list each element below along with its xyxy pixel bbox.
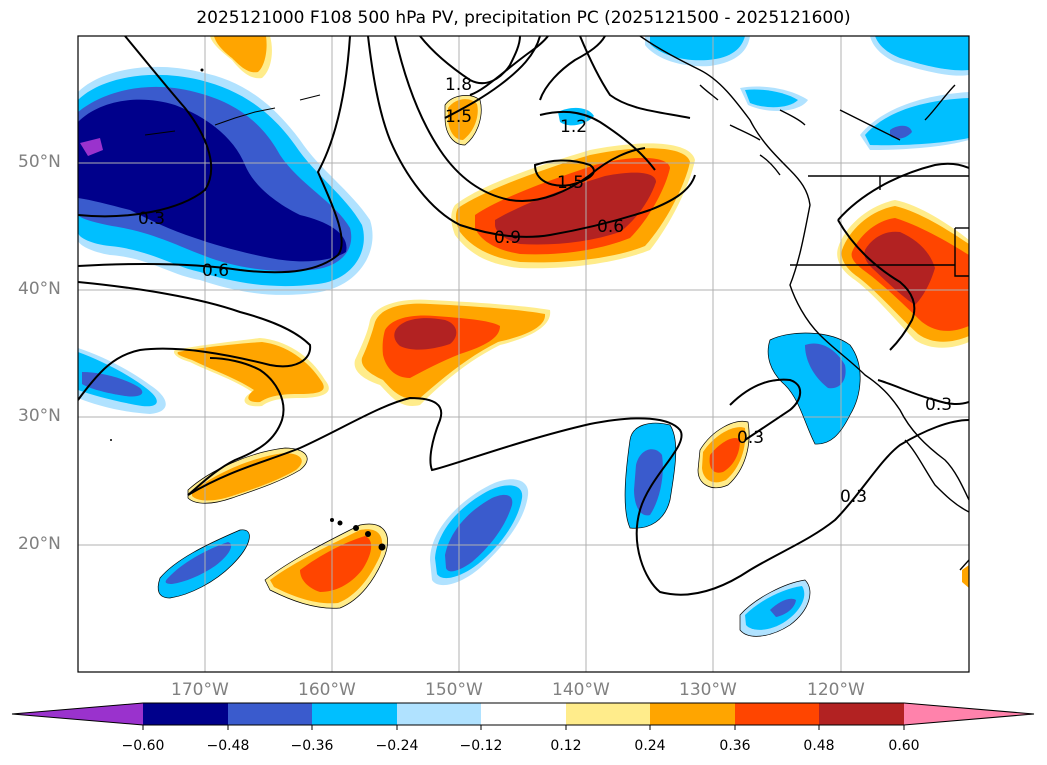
x-tick-label: 160°W (298, 680, 356, 700)
colorbar-tick-label: −0.24 (375, 738, 419, 754)
colorbar-swatch (143, 703, 228, 725)
coastlines (639, 36, 969, 571)
colorbar-tick-label: −0.48 (206, 738, 250, 754)
colorbar-swatch (735, 703, 819, 725)
plot-frame (77, 35, 970, 673)
contour-label: 0.9 (494, 228, 521, 248)
contour-label: 0.6 (597, 217, 624, 237)
y-tick-label: 30°N (18, 406, 61, 426)
colorbar-swatch (312, 703, 397, 725)
colorbar-tick-label: 0.36 (719, 738, 751, 754)
map-plot-area: 1.8 1.5 1.2 1.5 0.9 0.6 0.3 0.6 0.3 0.3 … (78, 36, 969, 672)
colorbar (11, 702, 1035, 730)
negative-anomaly-north-top (558, 36, 969, 150)
colorbar-tick-label: 0.24 (634, 738, 666, 754)
colorbar-swatch (228, 703, 312, 725)
aleutian-islands (144, 94, 321, 136)
contour-label: 0.6 (202, 261, 229, 281)
negative-anomaly-northwest-pacific (78, 66, 373, 295)
colorbar-tick-label: 0.48 (803, 738, 835, 754)
contour-label: 0.3 (737, 428, 764, 448)
pv-contours (78, 36, 969, 596)
colorbar-extend-high (904, 703, 1034, 725)
contour-label: 1.2 (560, 117, 587, 137)
contour-label-group: 1.8 1.5 1.2 1.5 0.9 0.6 0.3 0.6 0.3 0.3 … (138, 75, 952, 507)
negative-anomaly-baja (768, 333, 861, 445)
negative-anomaly-hawaii-west (158, 529, 250, 598)
x-tick-label: 150°W (425, 680, 483, 700)
colorbar-swatch (397, 703, 481, 725)
negative-anomaly-west-edge (78, 348, 166, 414)
negative-anomaly-east-pacific (625, 423, 676, 529)
colorbar-tick-label: 0.60 (888, 738, 920, 754)
positive-anomaly-west-us (837, 200, 969, 348)
colorbar-extend-low (12, 703, 143, 725)
colorbar-tick-label: −0.36 (290, 738, 334, 754)
negative-anomaly-south (740, 580, 810, 637)
colorbar-tick-label: −0.12 (459, 738, 503, 754)
positive-anomaly-central-pacific (354, 299, 551, 406)
colorbar-swatch (819, 703, 904, 725)
positive-anomaly-north-top (210, 36, 969, 588)
positive-anomaly-west-central (173, 338, 329, 407)
x-tick-label: 130°W (679, 680, 737, 700)
contour-label: 0.3 (138, 209, 165, 229)
contour-label: 0.3 (925, 395, 952, 415)
contour-label: 0.3 (840, 487, 867, 507)
colorbar-tick-label: 0.12 (550, 738, 582, 754)
gridlines (78, 36, 969, 672)
map-title: 2025121000 F108 500 hPa PV, precipitatio… (196, 8, 851, 28)
contour-label: 1.5 (557, 173, 584, 193)
contour-label: 1.5 (445, 107, 472, 127)
x-tick-label: 170°W (171, 680, 229, 700)
x-tick-label: 120°W (807, 680, 865, 700)
colorbar-swatch (650, 703, 735, 725)
contour-label: 1.8 (445, 75, 472, 95)
y-tick-label: 40°N (18, 279, 61, 299)
y-tick-label: 20°N (18, 534, 61, 554)
colorbar-tick-label: −0.60 (121, 738, 165, 754)
x-tick-label: 140°W (552, 680, 610, 700)
precip-outline-contours (157, 95, 861, 637)
colorbar-swatch (566, 703, 650, 725)
positive-anomaly-west-south (188, 448, 308, 504)
negative-anomaly-central (430, 479, 529, 586)
y-tick-label: 50°N (18, 152, 61, 172)
colorbar-swatch (481, 703, 566, 725)
